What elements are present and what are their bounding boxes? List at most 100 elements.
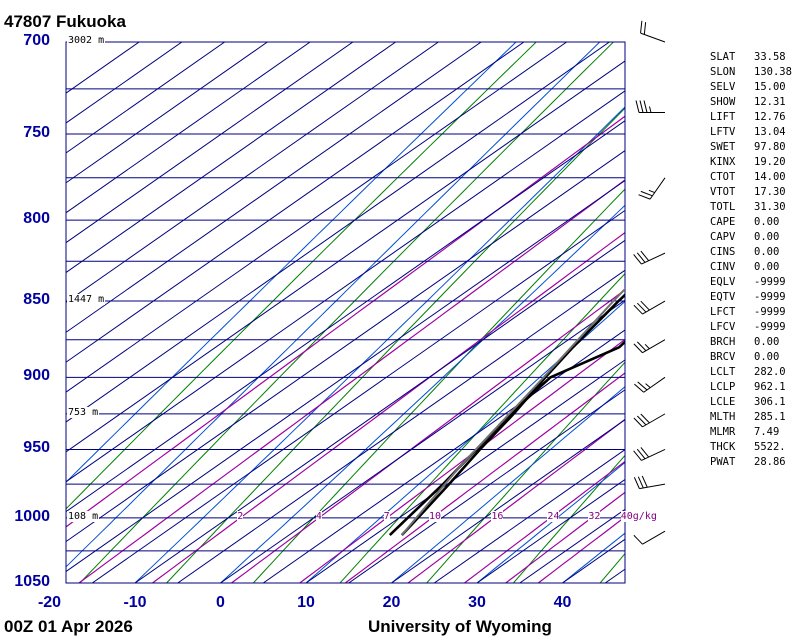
index-name: SWET [710, 141, 736, 153]
moist-adiabat [66, 42, 601, 568]
index-value: 0.00 [754, 261, 780, 273]
isotherm-line [391, 419, 625, 583]
wind-barb [635, 100, 665, 114]
index-value: 13.04 [754, 126, 786, 138]
isotherm-line [66, 42, 354, 244]
isotherm-line [66, 42, 482, 333]
index-name: EQLV [710, 276, 736, 288]
pressure-tick-label: 750 [23, 124, 50, 142]
height-label: 108 m [67, 510, 100, 522]
wind-barb [634, 376, 666, 393]
index-row: SHOW 12.31 [710, 95, 792, 110]
isotherm-line [66, 42, 567, 393]
index-row: KINX 19.20 [710, 155, 792, 170]
index-value: 14.00 [754, 171, 786, 183]
mixing-ratio-lines [66, 115, 625, 583]
wind-barb [633, 447, 666, 461]
wind-barbs [633, 20, 666, 545]
isotherm-line [66, 42, 311, 214]
isotherm-line [262, 329, 625, 583]
index-value: 7.49 [754, 426, 780, 438]
index-row: LFTV 13.04 [710, 125, 792, 140]
index-row: CTOT 14.00 [710, 170, 792, 185]
isotherm-line [66, 42, 225, 154]
index-name: TOTL [710, 201, 736, 213]
index-value: 5522. [754, 441, 786, 453]
index-value: 0.00 [754, 231, 780, 243]
index-value: 12.31 [754, 96, 786, 108]
mixing-ratio-label: 4 [315, 510, 322, 522]
index-value: 33.58 [754, 51, 786, 63]
pressure-tick-label: 1050 [14, 573, 50, 590]
index-value: 12.76 [754, 111, 786, 123]
index-value: 0.00 [754, 351, 780, 363]
index-name: SLON [710, 66, 736, 78]
isotherm-line [66, 179, 625, 573]
index-name: LFTV [710, 126, 736, 138]
index-row: SWET 97.80 [710, 140, 792, 155]
index-name: CAPE [710, 216, 736, 228]
index-row: LFCT -9999 [710, 305, 792, 320]
dewpoint-profile [388, 340, 625, 537]
index-value: -9999 [754, 321, 786, 333]
temperature-profile [400, 293, 625, 536]
index-name: SHOW [710, 96, 736, 108]
index-value: 962.1 [754, 381, 786, 393]
mixing-ratio-label: 40g/kg [620, 510, 657, 522]
index-value: 285.1 [754, 411, 786, 423]
profile-series [388, 287, 625, 537]
index-name: VTOT [710, 186, 736, 198]
index-value: 17.30 [754, 186, 786, 198]
temperature-tick-label: 30 [468, 594, 486, 611]
plot-frame [65, 41, 626, 584]
pressure-tick-label: 800 [23, 210, 50, 228]
mixing-ratio-label: 10 [429, 510, 442, 522]
index-row: THCK 5522. [710, 440, 792, 455]
index-value: 15.00 [754, 81, 786, 93]
index-row: LCLE 306.1 [710, 395, 792, 410]
index-value: 31.30 [754, 201, 786, 213]
index-value: -9999 [754, 291, 786, 303]
index-name: SLAT [710, 51, 736, 63]
index-row: BRCV 0.00 [710, 350, 792, 365]
index-name: KINX [710, 156, 736, 168]
index-row: CAPV 0.00 [710, 230, 792, 245]
index-row: PWAT 28.86 [710, 455, 792, 470]
isotherm-line [66, 60, 625, 453]
index-name: BRCH [710, 336, 736, 348]
wind-barb [633, 300, 666, 315]
index-name: CTOT [710, 171, 736, 183]
isotherm-line [348, 389, 625, 583]
index-value: 0.00 [754, 336, 780, 348]
isotherm-line [66, 42, 439, 304]
index-value: 19.20 [754, 156, 786, 168]
wind-barb [633, 530, 666, 545]
moist-adiabat [391, 385, 625, 583]
index-name: LFCV [710, 321, 736, 333]
index-row: SLON 130.38 [710, 65, 792, 80]
index-value: 0.00 [754, 246, 780, 258]
index-row: CINV 0.00 [710, 260, 792, 275]
pressure-tick-label: 950 [23, 439, 50, 457]
index-row: SELV 15.00 [710, 80, 792, 95]
index-name: LCLP [710, 381, 736, 393]
height-label: 1447 m [67, 294, 106, 306]
height-label: 753 m [67, 406, 100, 418]
isotherm-line [66, 150, 625, 543]
index-name: LIFT [710, 111, 736, 123]
observation-date: 00Z 01 Apr 2026 [4, 617, 133, 636]
index-value: 97.80 [754, 141, 786, 153]
credit-text: University of Wyoming [368, 617, 552, 636]
index-row: MLMR 7.49 [710, 425, 792, 440]
index-row: SLAT 33.58 [710, 50, 792, 65]
index-name: PWAT [710, 456, 736, 468]
isotherm-line [177, 269, 625, 583]
parcel-profile [401, 287, 625, 536]
isotherm-line [66, 42, 610, 423]
index-value: 28.86 [754, 456, 786, 468]
isotherm-line [66, 42, 268, 184]
wind-barb [640, 20, 666, 43]
isotherm-line [91, 209, 625, 583]
temperature-tick-label: 0 [216, 594, 225, 611]
